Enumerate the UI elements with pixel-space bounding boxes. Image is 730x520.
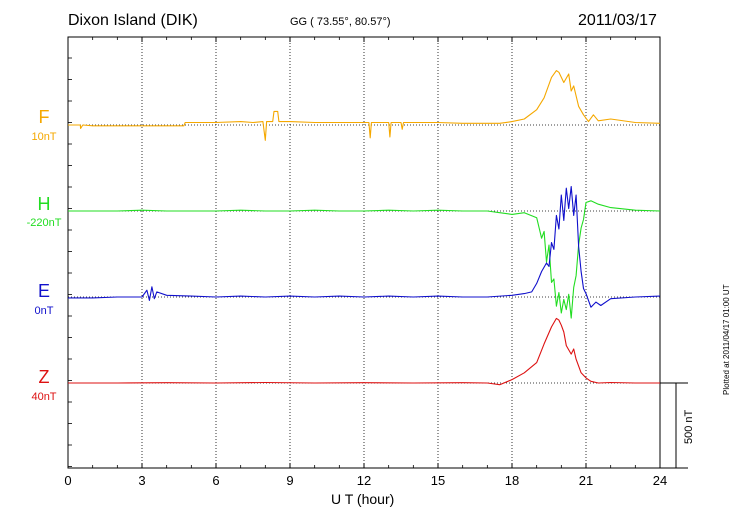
series-baseline-e: 0nT <box>34 305 54 317</box>
x-tick-label: 9 <box>286 473 293 488</box>
x-tick-label: 18 <box>505 473 519 488</box>
ticks-layer: 0 3 6 9 12 15 18 21 24 <box>64 37 667 488</box>
series-name-z: Z <box>38 367 50 387</box>
coordinates-label: GG ( 73.55°, 80.57°) <box>290 16 391 28</box>
x-tick-label: 24 <box>653 473 667 488</box>
series-name-f: F <box>38 107 50 127</box>
series-name-e: E <box>37 281 50 301</box>
date-label: 2011/03/17 <box>578 12 657 29</box>
series-baseline-z: 40nT <box>31 391 57 403</box>
station-title: Dixon Island (DIK) <box>68 12 198 29</box>
x-tick-label: 12 <box>357 473 371 488</box>
x-axis-label: U T (hour) <box>331 491 395 507</box>
series-name-h: H <box>37 194 51 214</box>
x-tick-label: 15 <box>431 473 445 488</box>
series-baseline-f: 10nT <box>31 131 57 143</box>
grid-layer <box>68 37 660 468</box>
series-layer <box>68 70 661 386</box>
scale-bar-label: 500 nT <box>683 409 695 444</box>
series-line-h <box>68 200 661 319</box>
series-line-f <box>68 70 661 141</box>
x-tick-label: 6 <box>212 473 219 488</box>
series-line-e <box>68 185 661 308</box>
x-tick-label: 0 <box>64 473 71 488</box>
x-tick-label: 3 <box>138 473 145 488</box>
series-baseline-h: -220nT <box>26 217 62 229</box>
series-line-z <box>68 317 660 386</box>
scale-bar <box>660 382 688 469</box>
plotted-timestamp: Plotted at 2011/04/17 01:00 UT <box>722 284 730 395</box>
x-tick-label: 21 <box>579 473 593 488</box>
